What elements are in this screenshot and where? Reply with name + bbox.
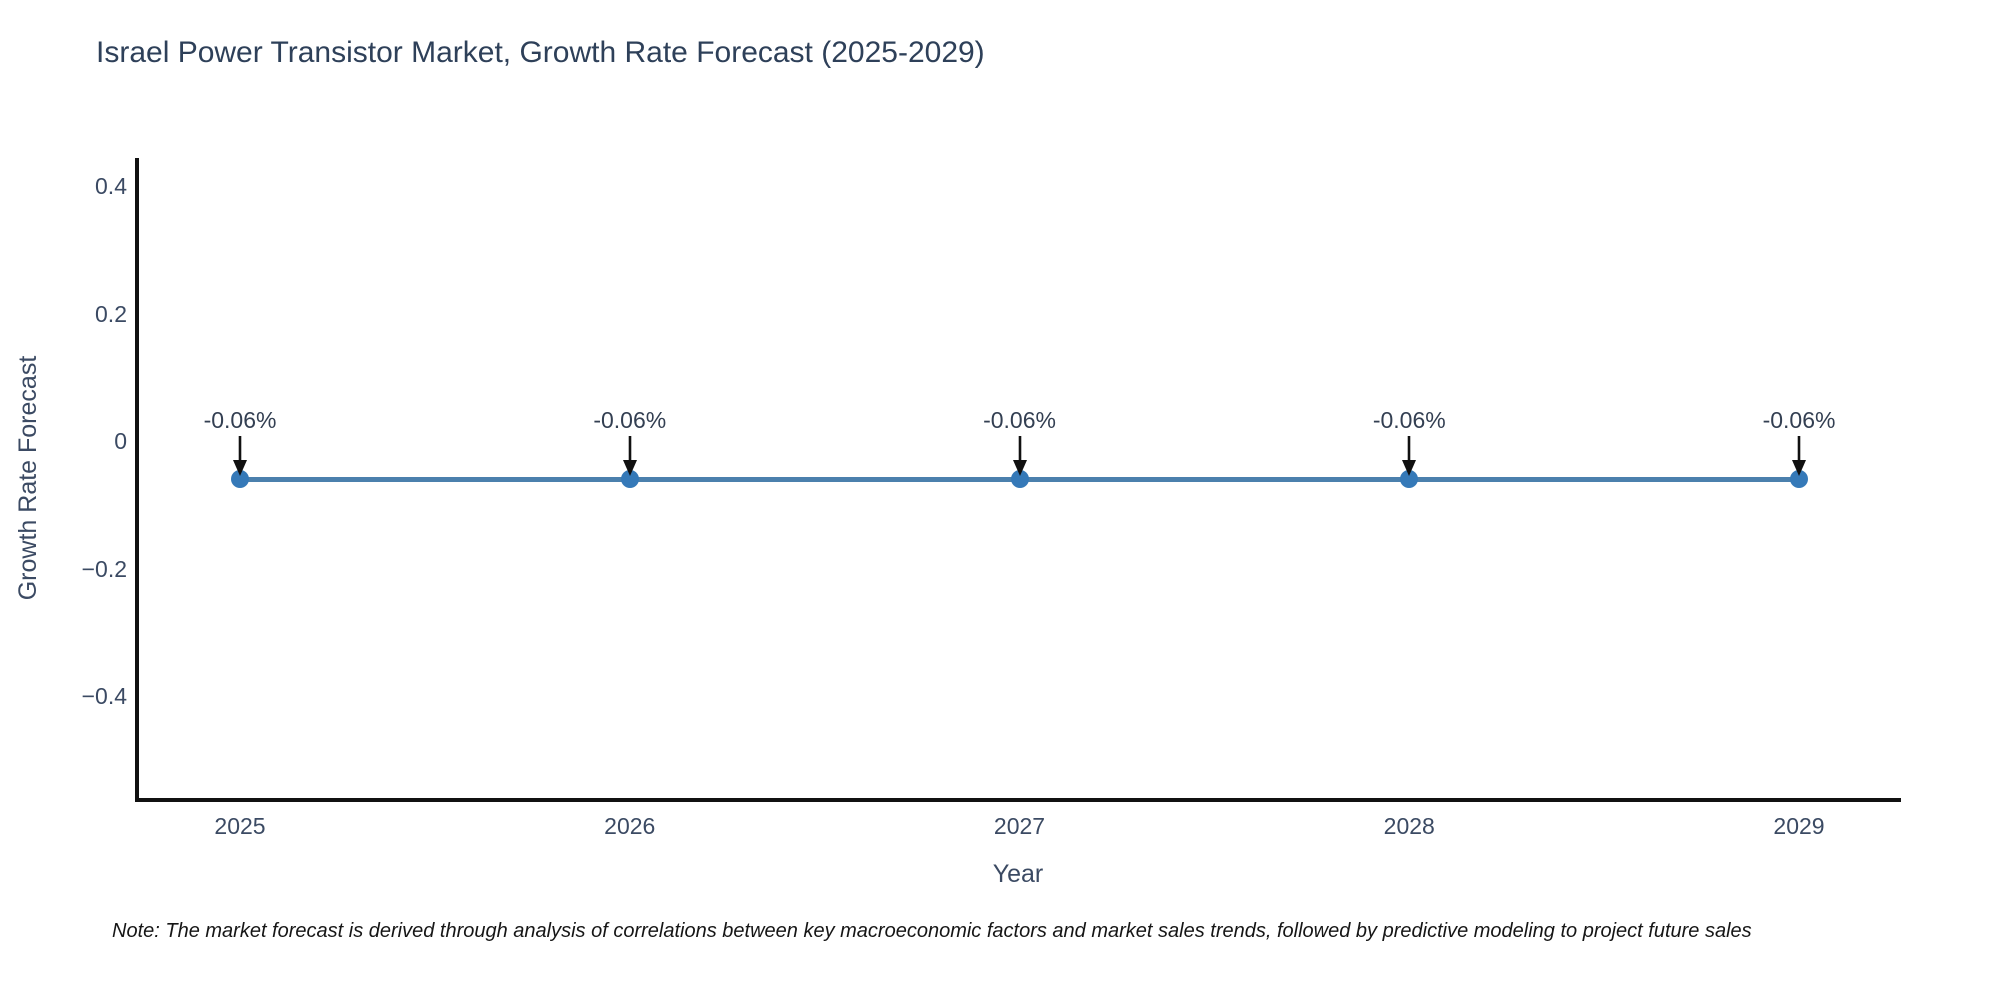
- y-axis-line: [135, 158, 139, 802]
- point-value-label: -0.06%: [593, 407, 667, 433]
- y-tick-label: −0.2: [81, 555, 127, 582]
- x-axis-line: [135, 798, 1901, 802]
- point-value-label: -0.06%: [983, 407, 1056, 433]
- y-tick-label: 0.2: [95, 300, 127, 327]
- x-tick-label: 2025: [214, 813, 266, 839]
- annotation-arrow-icon: [1401, 436, 1417, 476]
- y-tick-label: 0.4: [95, 173, 127, 199]
- y-tick-label: −0.4: [81, 683, 127, 709]
- y-tick-label: 0: [114, 428, 127, 454]
- point-value-label: -0.06%: [1372, 407, 1446, 433]
- data-point-marker: [1790, 470, 1808, 489]
- footnote: Note: The market forecast is derived thr…: [112, 920, 1752, 942]
- point-value-label: -0.06%: [203, 407, 277, 433]
- data-point-marker: [1010, 470, 1029, 489]
- chart-title: Israel Power Transistor Market, Growth R…: [96, 36, 985, 69]
- x-tick-label: 2026: [604, 813, 656, 839]
- annotation-arrow-icon: [1012, 436, 1028, 476]
- annotation-arrow-icon: [622, 436, 638, 476]
- point-value-label: -0.06%: [1762, 407, 1836, 433]
- annotation-arrow-icon: [232, 436, 248, 476]
- y-axis-title: Growth Rate Forecast: [14, 355, 42, 601]
- x-tick-label: 2029: [1773, 813, 1825, 839]
- x-axis-title: Year: [992, 860, 1044, 888]
- data-point-marker: [620, 470, 639, 489]
- x-tick-label: 2028: [1383, 813, 1435, 839]
- data-point-marker: [231, 470, 249, 489]
- x-tick-label: 2027: [993, 813, 1046, 839]
- data-point-marker: [1400, 470, 1419, 489]
- annotation-arrow-icon: [1791, 436, 1807, 476]
